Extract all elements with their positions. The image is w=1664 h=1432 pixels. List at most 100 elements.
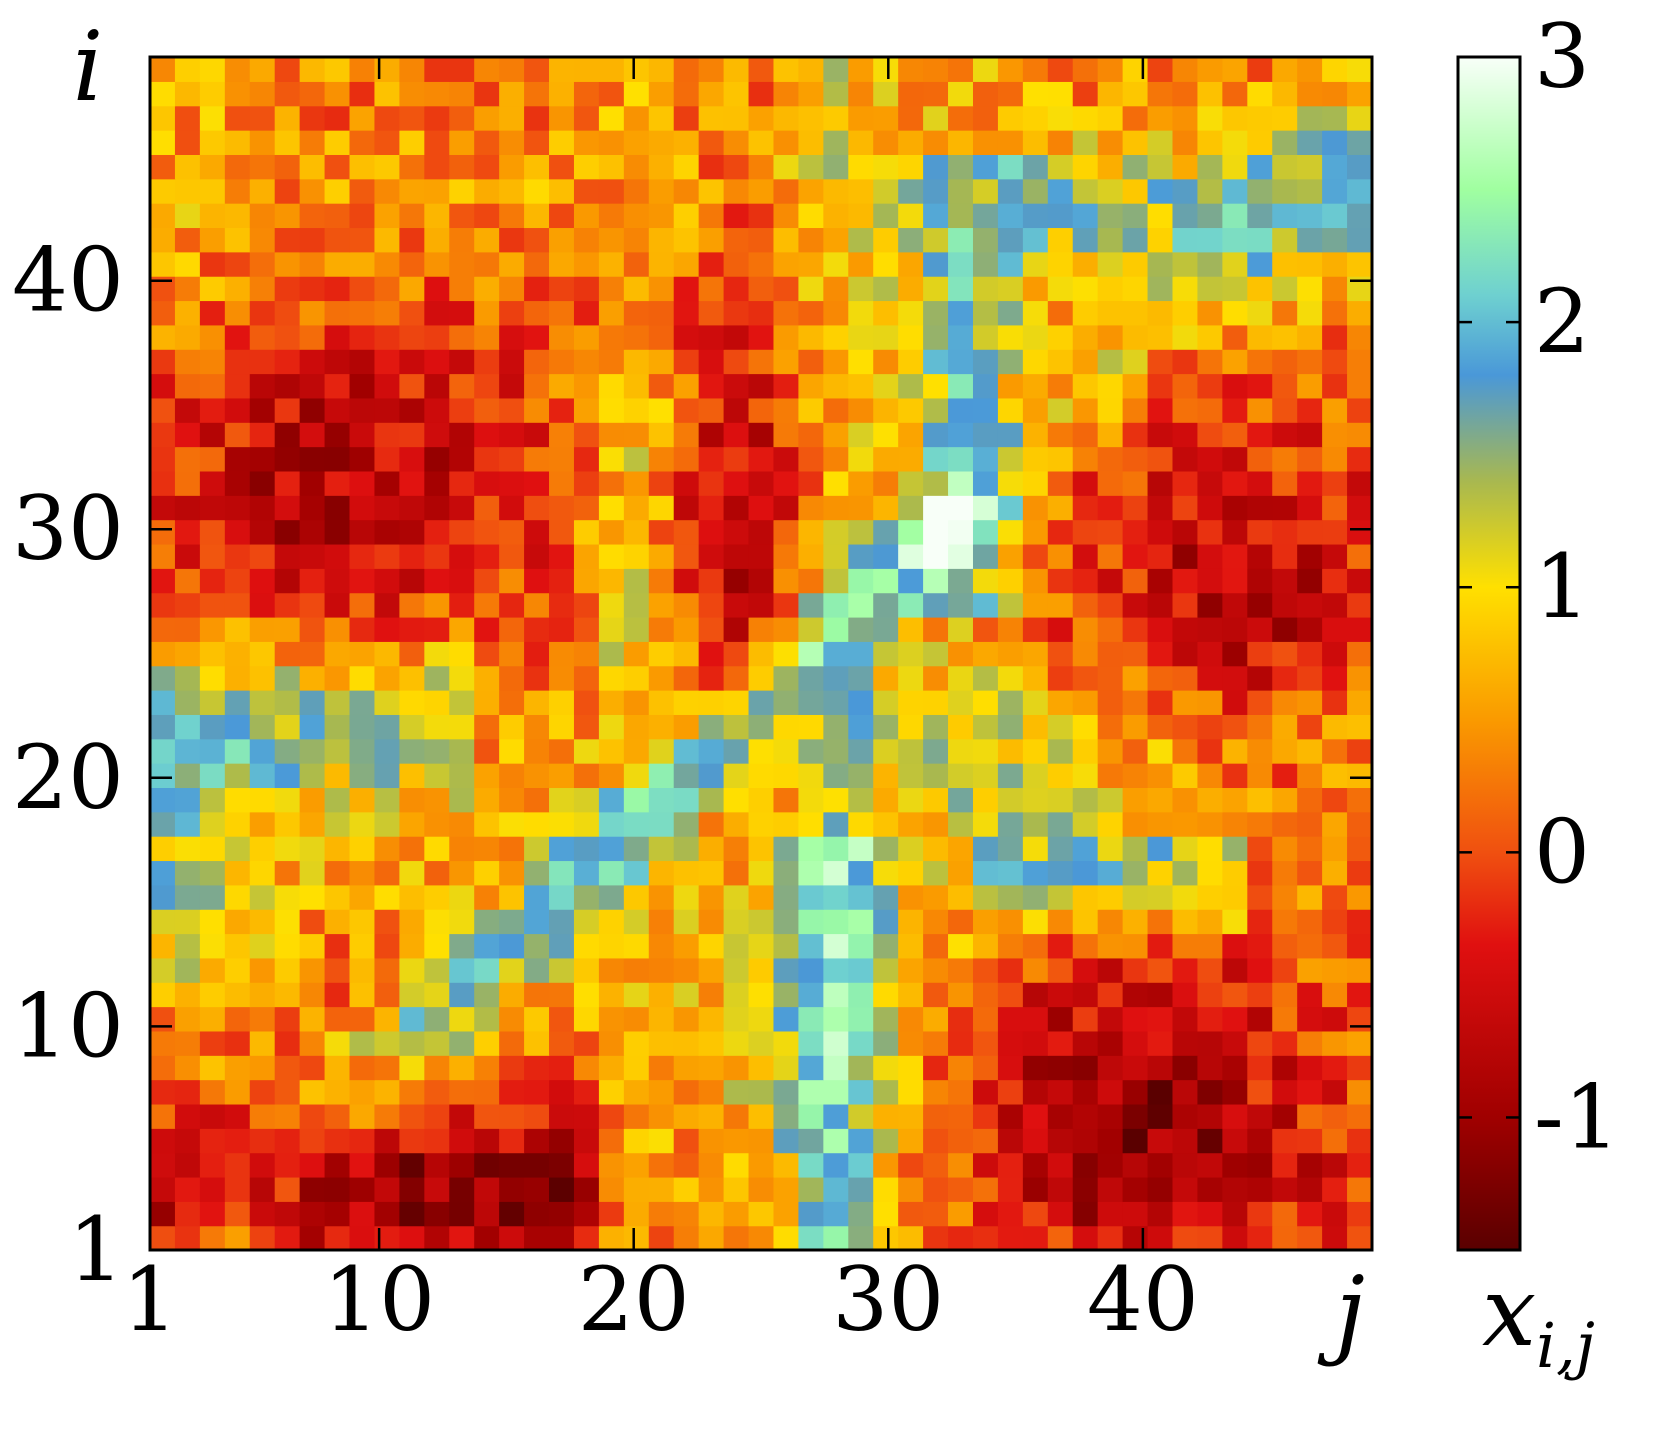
heatmap-cell <box>249 543 276 569</box>
heatmap-cell <box>623 373 650 399</box>
heatmap-cell <box>873 251 899 277</box>
heatmap-cell <box>299 982 326 1008</box>
heatmap-cell <box>673 397 700 423</box>
heatmap-cell <box>1072 982 1099 1008</box>
heatmap-cell <box>948 957 974 983</box>
heatmap-cell <box>598 397 625 423</box>
heatmap-cell <box>424 909 450 935</box>
heatmap-cell <box>1022 1055 1049 1081</box>
heatmap-cell <box>199 397 226 423</box>
heatmap-cell <box>174 1152 201 1178</box>
heatmap-cell <box>150 495 176 521</box>
heatmap-cell <box>1122 641 1149 667</box>
heatmap-cell <box>474 373 500 399</box>
heatmap-cell <box>299 300 326 326</box>
heatmap-cell <box>997 616 1024 642</box>
heatmap-cell <box>349 665 376 691</box>
heatmap-cell <box>997 422 1024 448</box>
heatmap-cell <box>224 81 251 107</box>
heatmap-cell <box>848 884 874 910</box>
heatmap-cell <box>1022 860 1049 886</box>
heatmap-cell <box>1297 178 1323 204</box>
heatmap-cell <box>748 690 775 715</box>
heatmap-cell <box>673 763 700 789</box>
heatmap-cell <box>1097 982 1124 1008</box>
heatmap-cell <box>598 1201 625 1227</box>
heatmap-cell <box>1022 763 1049 789</box>
heatmap-cell <box>474 178 500 204</box>
heatmap-cell <box>1097 957 1124 983</box>
heatmap-cell <box>598 933 625 959</box>
heatmap-cell <box>150 422 176 448</box>
heatmap-cell <box>673 81 700 107</box>
heatmap-cell <box>848 982 874 1008</box>
heatmap-cell <box>873 543 899 569</box>
heatmap-cell <box>923 495 949 521</box>
heatmap-cell <box>698 1128 725 1154</box>
heatmap-cell <box>374 422 400 448</box>
heatmap-cell <box>524 665 550 691</box>
heatmap-cell <box>848 1225 874 1251</box>
heatmap-cell <box>1022 592 1049 618</box>
heatmap-cell <box>449 154 475 180</box>
heatmap-cell <box>499 933 525 959</box>
heatmap-cell <box>524 543 550 569</box>
heatmap-cell <box>1197 130 1223 155</box>
y-tick-label: 30 <box>12 477 124 580</box>
heatmap-cell <box>349 349 376 375</box>
heatmap-cell <box>524 178 550 204</box>
heatmap-cell <box>723 349 750 375</box>
heatmap-cell <box>1147 251 1174 277</box>
heatmap-cell <box>474 276 500 302</box>
heatmap-cell <box>898 324 924 350</box>
heatmap-cell <box>1072 665 1099 691</box>
heatmap-cell <box>1347 836 1373 862</box>
heatmap-cell <box>449 568 475 594</box>
heatmap-cell <box>698 422 725 448</box>
heatmap-cell <box>174 1079 201 1105</box>
heatmap-cell <box>449 763 475 789</box>
heatmap-cell <box>249 1079 276 1105</box>
heatmap-cell <box>997 1103 1024 1129</box>
heatmap-cell <box>199 1152 226 1178</box>
heatmap-cell <box>524 470 550 496</box>
heatmap-cell <box>399 1128 425 1154</box>
heatmap-cell <box>948 1176 974 1202</box>
heatmap-cell <box>299 884 326 910</box>
heatmap-cell <box>399 1055 425 1081</box>
heatmap-cell <box>1297 690 1323 715</box>
heatmap-cell <box>948 787 974 813</box>
heatmap-cell <box>1122 227 1149 253</box>
heatmap-cell <box>698 1225 725 1251</box>
heatmap-cell <box>499 324 525 350</box>
heatmap-cell <box>374 1006 400 1032</box>
heatmap-cell <box>598 568 625 594</box>
heatmap-cell <box>224 933 251 959</box>
heatmap-cell <box>598 1128 625 1154</box>
heatmap-cell <box>1297 543 1323 569</box>
heatmap-cell <box>1197 665 1223 691</box>
heatmap-cell <box>923 1055 949 1081</box>
heatmap-cell <box>1297 1103 1323 1129</box>
heatmap-cell <box>848 957 874 983</box>
heatmap-cell <box>948 81 974 107</box>
heatmap-cell <box>1097 1152 1124 1178</box>
heatmap-cell <box>623 690 650 715</box>
heatmap-cell <box>1022 373 1049 399</box>
heatmap-cell <box>898 982 924 1008</box>
heatmap-cell <box>1297 300 1323 326</box>
heatmap-cell <box>1272 1006 1298 1032</box>
heatmap-cell <box>848 227 874 253</box>
heatmap-cell <box>798 519 824 545</box>
heatmap-cell <box>698 568 725 594</box>
heatmap-cell <box>224 1152 251 1178</box>
heatmap-cell <box>349 397 376 423</box>
heatmap-cell <box>499 884 525 910</box>
heatmap-cell <box>623 470 650 496</box>
heatmap-cell <box>424 616 450 642</box>
heatmap-cell <box>449 1152 475 1178</box>
heatmap-cell <box>1097 811 1124 837</box>
heatmap-cell <box>474 763 500 789</box>
heatmap-cell <box>673 422 700 448</box>
heatmap-cell <box>1047 446 1074 472</box>
